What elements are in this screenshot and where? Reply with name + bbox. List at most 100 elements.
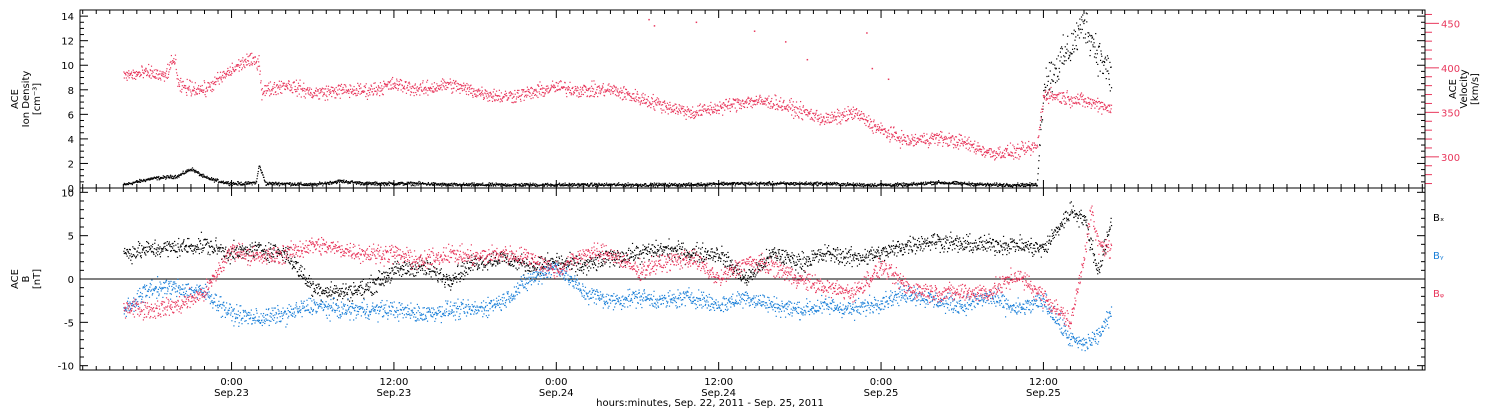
density-point xyxy=(750,182,753,184)
velocity-point xyxy=(394,82,396,84)
density-point xyxy=(257,170,259,173)
velocity-point xyxy=(719,101,721,103)
density-point xyxy=(466,184,468,186)
density-point xyxy=(847,182,849,184)
density-point xyxy=(239,182,241,184)
density-point xyxy=(644,183,646,185)
velocity-point xyxy=(602,83,604,85)
density-point xyxy=(695,184,697,186)
density-point xyxy=(279,184,281,186)
velocity-point xyxy=(927,140,929,142)
velocity-point xyxy=(424,87,426,89)
density-point xyxy=(324,181,326,183)
density-point xyxy=(186,170,188,172)
velocity-point xyxy=(543,95,546,97)
velocity-point xyxy=(331,86,333,89)
velocity-point xyxy=(666,106,668,109)
velocity-point xyxy=(170,54,172,57)
velocity-point xyxy=(593,96,595,98)
density-point xyxy=(1005,183,1008,186)
velocity-point xyxy=(230,71,233,73)
density-point xyxy=(771,183,773,185)
velocity-point xyxy=(1006,149,1008,151)
density-point xyxy=(791,182,793,184)
density-point xyxy=(653,184,655,186)
velocity-point xyxy=(251,64,253,66)
velocity-point xyxy=(1102,101,1104,104)
velocity-point xyxy=(405,81,407,84)
velocity-point xyxy=(364,86,367,89)
velocity-point xyxy=(592,88,595,90)
velocity-point xyxy=(694,110,696,113)
velocity-point xyxy=(666,102,669,104)
velocity-point xyxy=(1078,101,1080,104)
density-point xyxy=(827,183,829,185)
velocity-point xyxy=(178,84,180,86)
velocity-point xyxy=(416,89,418,91)
velocity-point xyxy=(1093,102,1095,105)
velocity-point xyxy=(264,85,266,87)
velocity-point xyxy=(191,93,193,95)
density-point xyxy=(480,184,483,186)
velocity-point xyxy=(1024,153,1026,155)
velocity-point xyxy=(255,62,257,64)
density-point xyxy=(136,181,138,183)
velocity-point xyxy=(944,135,946,138)
density-point xyxy=(597,185,600,187)
density-point xyxy=(532,182,534,184)
density-point xyxy=(332,182,334,184)
density-point xyxy=(467,184,469,187)
velocity-point xyxy=(357,82,359,84)
density-point xyxy=(171,177,173,180)
velocity-point xyxy=(1052,99,1054,101)
velocity-point xyxy=(290,84,292,86)
density-point xyxy=(922,181,925,183)
velocity-point xyxy=(994,159,996,161)
velocity-point xyxy=(517,92,519,94)
velocity-point xyxy=(337,89,339,91)
density-point xyxy=(593,184,595,187)
velocity-point xyxy=(194,82,196,84)
density-point xyxy=(262,174,264,176)
velocity-point xyxy=(495,94,497,97)
velocity-point xyxy=(864,119,867,121)
velocity-point xyxy=(473,90,475,92)
velocity-point xyxy=(358,85,360,87)
velocity-point xyxy=(556,89,559,91)
velocity-point xyxy=(591,87,593,89)
velocity-point xyxy=(512,93,514,95)
velocity-point xyxy=(871,127,873,129)
density-point xyxy=(553,184,556,186)
density-point xyxy=(446,185,448,187)
density-point xyxy=(402,182,404,184)
velocity-point xyxy=(374,82,376,84)
velocity-point xyxy=(706,108,708,110)
density-point xyxy=(363,183,365,185)
velocity-point xyxy=(540,88,542,90)
velocity-point xyxy=(1018,147,1020,149)
density-point xyxy=(375,182,377,184)
velocity-point xyxy=(776,103,778,106)
velocity-point xyxy=(832,117,834,119)
velocity-tick-label: 450 xyxy=(1441,19,1460,30)
density-point xyxy=(653,182,656,184)
density-point xyxy=(1102,72,1105,75)
velocity-point xyxy=(579,95,581,98)
density-point xyxy=(560,184,563,186)
density-point xyxy=(272,184,274,186)
density-point xyxy=(868,184,870,187)
velocity-point xyxy=(696,110,698,112)
density-point xyxy=(396,184,399,186)
velocity-point xyxy=(1107,110,1109,112)
density-point xyxy=(742,182,744,184)
velocity-point xyxy=(847,118,850,120)
velocity-point xyxy=(1049,95,1051,97)
density-point xyxy=(261,171,263,173)
velocity-point xyxy=(679,111,682,113)
density-point xyxy=(237,184,239,186)
density-point xyxy=(908,184,910,186)
density-point xyxy=(320,183,322,185)
velocity-point xyxy=(926,139,928,141)
velocity-point xyxy=(439,88,441,91)
density-point xyxy=(202,176,205,178)
